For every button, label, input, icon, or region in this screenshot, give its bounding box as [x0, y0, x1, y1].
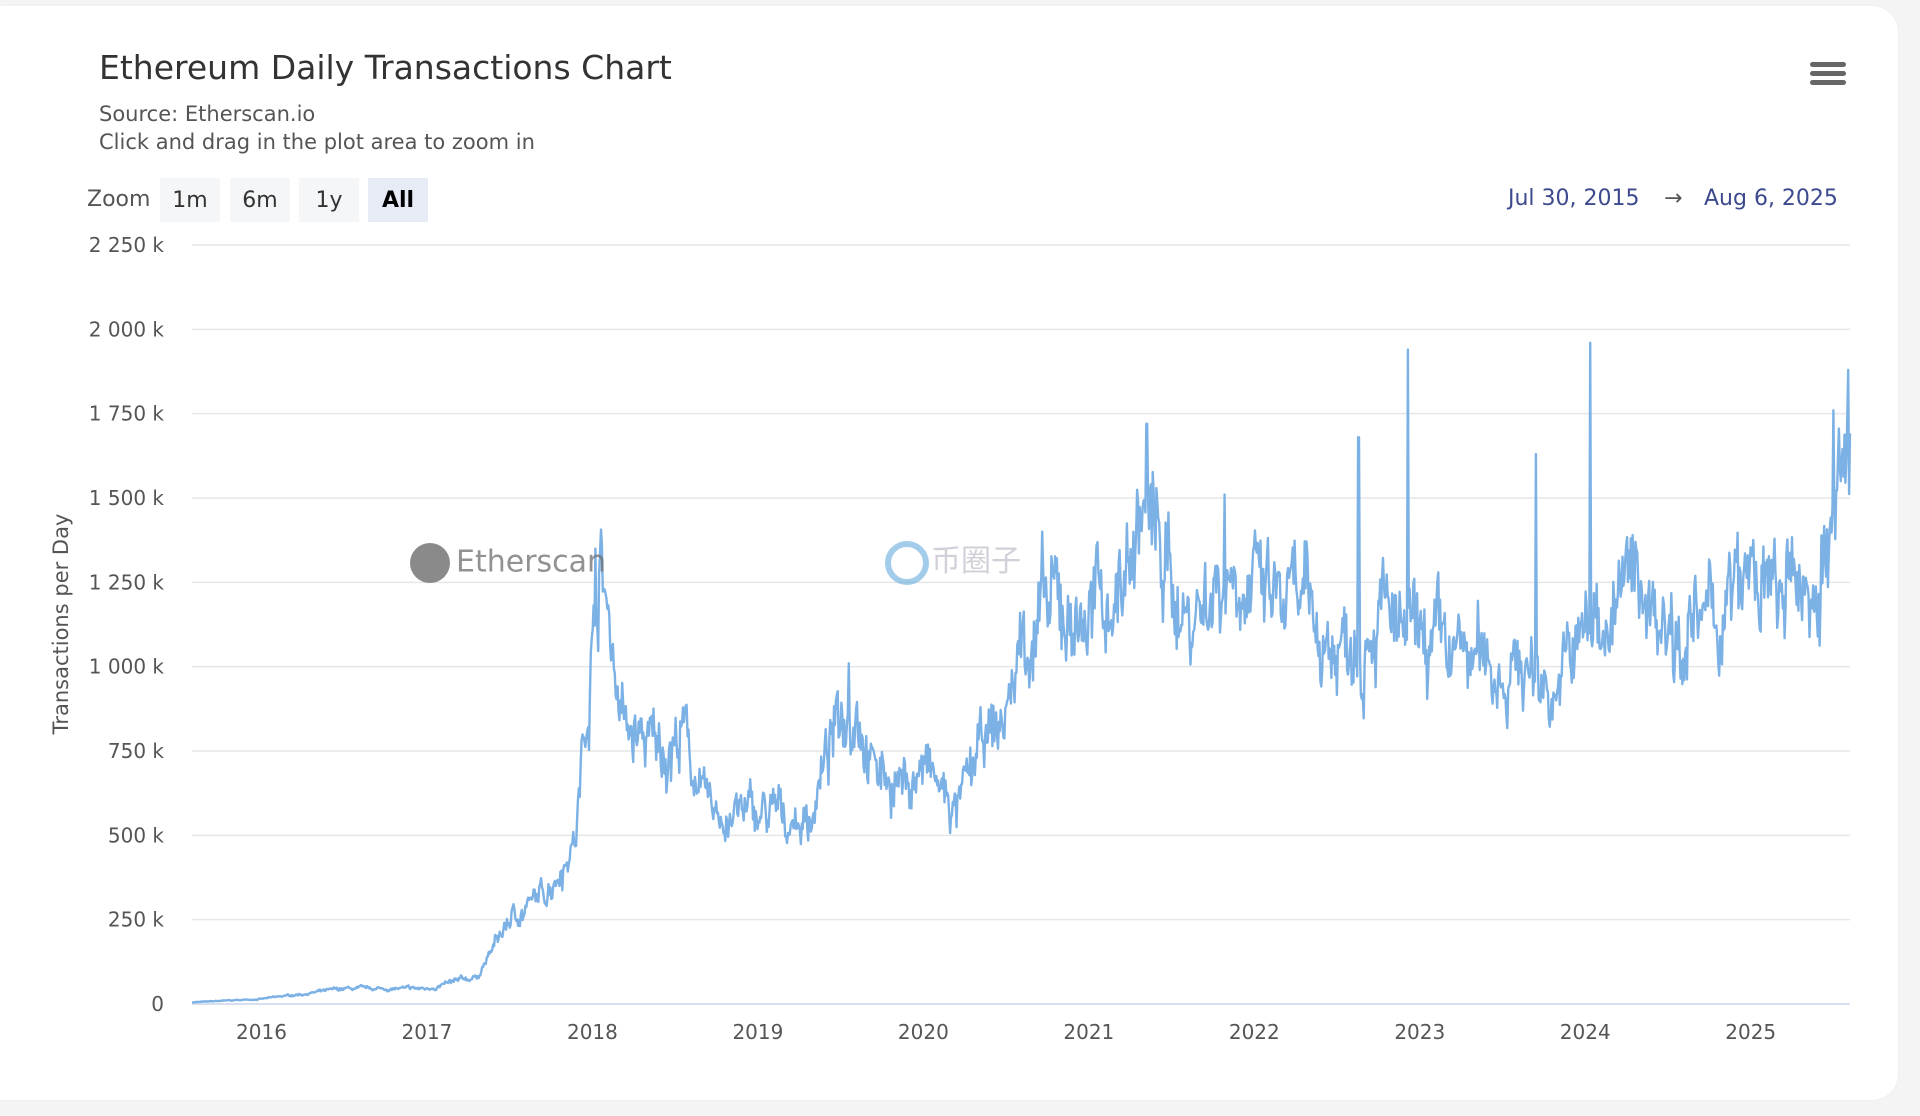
hamburger-menu-icon[interactable] [1810, 62, 1846, 92]
zoom-1y-button[interactable]: 1y [299, 178, 359, 222]
range-from-input[interactable]: Jul 30, 2015 [1508, 186, 1640, 211]
y-tick-label: 2 000 k [89, 317, 165, 341]
range-arrow: → [1664, 186, 1683, 211]
zoom-6m-button[interactable]: 6m [230, 178, 290, 222]
y-tick-label: 750 k [108, 739, 165, 763]
chart-title: Ethereum Daily Transactions Chart [99, 48, 672, 87]
y-tick-label: 1 750 k [89, 402, 165, 426]
y-tick-label: 250 k [108, 908, 165, 932]
x-tick-label: 2016 [236, 1020, 287, 1044]
range-to-input[interactable]: Aug 6, 2025 [1704, 186, 1838, 211]
x-tick-label: 2018 [567, 1020, 618, 1044]
x-tick-label: 2024 [1560, 1020, 1611, 1044]
x-tick-label: 2021 [1063, 1020, 1114, 1044]
zoom-all-button[interactable]: All [368, 178, 428, 222]
y-tick-label: 0 [151, 992, 164, 1016]
y-axis-title: Transactions per Day [49, 514, 73, 736]
x-tick-label: 2025 [1725, 1020, 1776, 1044]
chart-hint: Click and drag in the plot area to zoom … [99, 130, 535, 154]
zoom-1m-button[interactable]: 1m [160, 178, 220, 222]
y-tick-label: 1 250 k [89, 570, 165, 594]
chart-source: Source: Etherscan.io [99, 102, 316, 126]
x-tick-label: 2019 [732, 1020, 783, 1044]
etherscan-watermark: Etherscan [410, 543, 606, 583]
x-tick-label: 2022 [1229, 1020, 1280, 1044]
x-tick-label: 2020 [898, 1020, 949, 1044]
y-tick-label: 500 k [108, 823, 165, 847]
x-tick-label: 2017 [402, 1020, 453, 1044]
zoom-label: Zoom [87, 187, 151, 212]
y-tick-label: 1 000 k [89, 655, 165, 679]
series-line-transactions [191, 341, 1852, 1004]
y-tick-label: 1 500 k [89, 486, 165, 510]
coin-watermark: 币圈子 [885, 536, 1021, 585]
x-tick-label: 2023 [1394, 1020, 1445, 1044]
y-tick-label: 2 250 k [89, 233, 165, 257]
